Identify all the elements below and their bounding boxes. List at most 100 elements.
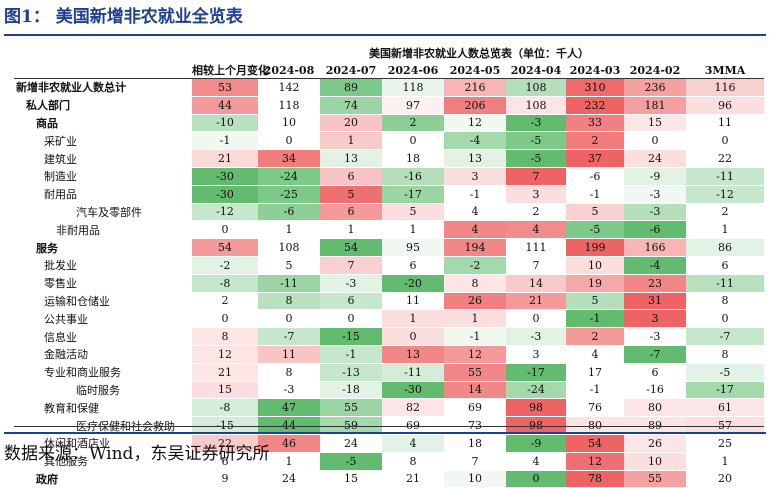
value-cell: 31	[624, 292, 686, 310]
value-cell: -12	[192, 203, 258, 221]
value-cell: 14	[506, 274, 566, 293]
value-cell: 46	[258, 434, 320, 453]
value-cell: 86	[686, 238, 764, 257]
table-row: 政府 9 24 15 21 10 0 78 55 20	[14, 470, 764, 488]
value-cell: 6	[624, 363, 686, 382]
table-row: 采矿业 -1 0 1 0 -4 -5 2 0 0	[14, 131, 764, 150]
value-cell: -24	[506, 381, 566, 399]
value-cell: 22	[686, 149, 764, 168]
value-cell: -7	[258, 327, 320, 346]
table-row: 批发业 -2 5 7 6 -2 7 10 -4 6	[14, 256, 764, 275]
value-cell: 76	[566, 398, 624, 417]
value-cell: 55	[320, 398, 382, 417]
value-cell: 78	[566, 470, 624, 488]
value-cell: -20	[382, 274, 444, 293]
value-cell: 69	[382, 416, 444, 435]
table-row: 建筑业 21 34 13 18 13 -5 37 24 22	[14, 149, 764, 168]
value-cell: 10	[624, 452, 686, 471]
table-title: 美国新增非农就业人数总览表（单位：千人）	[369, 47, 589, 60]
value-cell: 232	[566, 96, 624, 115]
value-cell: 6	[320, 292, 382, 310]
value-cell: -11	[258, 274, 320, 293]
table-row: 耐用品 -30 -25 5 -17 -1 3 -1 -3 -12	[14, 185, 764, 204]
value-cell: 44	[192, 96, 258, 115]
value-cell: 1	[444, 309, 506, 328]
table-row: 休闲和酒店业 22 46 24 4 18 -9 54 26 25	[14, 434, 764, 453]
value-cell: 25	[686, 434, 764, 453]
table-bottom-rule	[14, 426, 764, 427]
value-cell: 55	[624, 470, 686, 488]
table-row: 非耐用品 0 1 1 1 4 4 -5 -6 1	[14, 220, 764, 239]
value-cell: -15	[192, 416, 258, 435]
table-row: 临时服务 15 -3 -18 -30 14 -24 -1 -16 -17	[14, 381, 764, 399]
value-cell: -9	[624, 167, 686, 186]
row-label: 建筑业	[44, 152, 77, 166]
value-cell: 6	[382, 256, 444, 275]
value-cell: 166	[624, 238, 686, 257]
value-cell: -3	[624, 185, 686, 204]
value-cell: 8	[686, 292, 764, 310]
value-cell: 206	[444, 96, 506, 115]
value-cell: 80	[566, 416, 624, 435]
value-cell: 59	[320, 416, 382, 435]
table-row: 私人部门 44 118 74 97 206 108 232 181 96	[14, 96, 764, 115]
value-cell: 15	[624, 114, 686, 132]
value-cell: 1	[258, 220, 320, 239]
value-cell: 7	[506, 256, 566, 275]
value-cell: -17	[382, 185, 444, 204]
value-cell: 3	[624, 309, 686, 328]
value-cell: 1	[686, 452, 764, 471]
value-cell: -6	[566, 167, 624, 186]
value-cell: 97	[382, 96, 444, 115]
value-cell: 14	[444, 381, 506, 399]
table-body: 新增非农就业人数总计 53 142 89 118 216 108 310 236 116 私人部门 4…	[14, 78, 764, 488]
value-cell: 6	[686, 256, 764, 275]
value-cell: 0	[192, 309, 258, 328]
value-cell: -3	[506, 327, 566, 346]
value-cell: -17	[686, 381, 764, 399]
value-cell: 7	[506, 167, 566, 186]
value-cell: 21	[382, 470, 444, 488]
row-label: 政府	[36, 472, 58, 486]
value-cell: 1	[686, 220, 764, 239]
top-rule	[4, 34, 766, 36]
value-cell: 80	[624, 398, 686, 417]
value-cell: 7	[444, 452, 506, 471]
value-cell: 61	[686, 398, 764, 417]
value-cell: 0	[624, 131, 686, 150]
value-cell: 8	[258, 292, 320, 310]
value-cell: -2	[192, 256, 258, 275]
value-cell: 7	[320, 256, 382, 275]
table-row: 其他服务 6 1 -5 8 7 4 12 10 1	[14, 452, 764, 471]
row-label: 休闲和酒店业	[44, 437, 110, 451]
value-cell: 18	[382, 149, 444, 168]
column-header: 2024-08	[263, 63, 315, 77]
row-label: 运输和仓储业	[44, 294, 110, 308]
table-row: 教育和保健 -8 47 55 82 69 98 76 80 61	[14, 398, 764, 417]
value-cell: 13	[444, 149, 506, 168]
row-label: 新增非农就业人数总计	[16, 81, 126, 95]
value-cell: 20	[686, 470, 764, 488]
value-cell: 3	[506, 345, 566, 364]
table-row: 服务 54 108 54 95 194 111 199 166 86	[14, 238, 764, 257]
value-cell: 2	[566, 327, 624, 346]
column-header: 2024-03	[569, 63, 621, 77]
value-cell: -1	[566, 309, 624, 328]
value-cell: 236	[624, 78, 686, 97]
value-cell: -2	[444, 256, 506, 275]
table-row: 公共事业 0 0 0 1 1 0 -1 3 0	[14, 309, 764, 328]
table-row: 专业和商业服务 21 8 -13 -11 55 -17 17 6 -5	[14, 363, 764, 382]
value-cell: 0	[506, 470, 566, 488]
value-cell: 0	[382, 131, 444, 150]
value-cell: -16	[382, 167, 444, 186]
value-cell: 2	[566, 131, 624, 150]
row-label: 专业和商业服务	[44, 366, 121, 380]
value-cell: 5	[566, 292, 624, 310]
value-cell: 95	[382, 238, 444, 257]
value-cell: 5	[566, 203, 624, 221]
value-cell: 20	[320, 114, 382, 132]
value-cell: 2	[382, 114, 444, 132]
value-cell: 181	[624, 96, 686, 115]
row-label: 其他服务	[44, 455, 88, 469]
value-cell: -3	[624, 203, 686, 221]
